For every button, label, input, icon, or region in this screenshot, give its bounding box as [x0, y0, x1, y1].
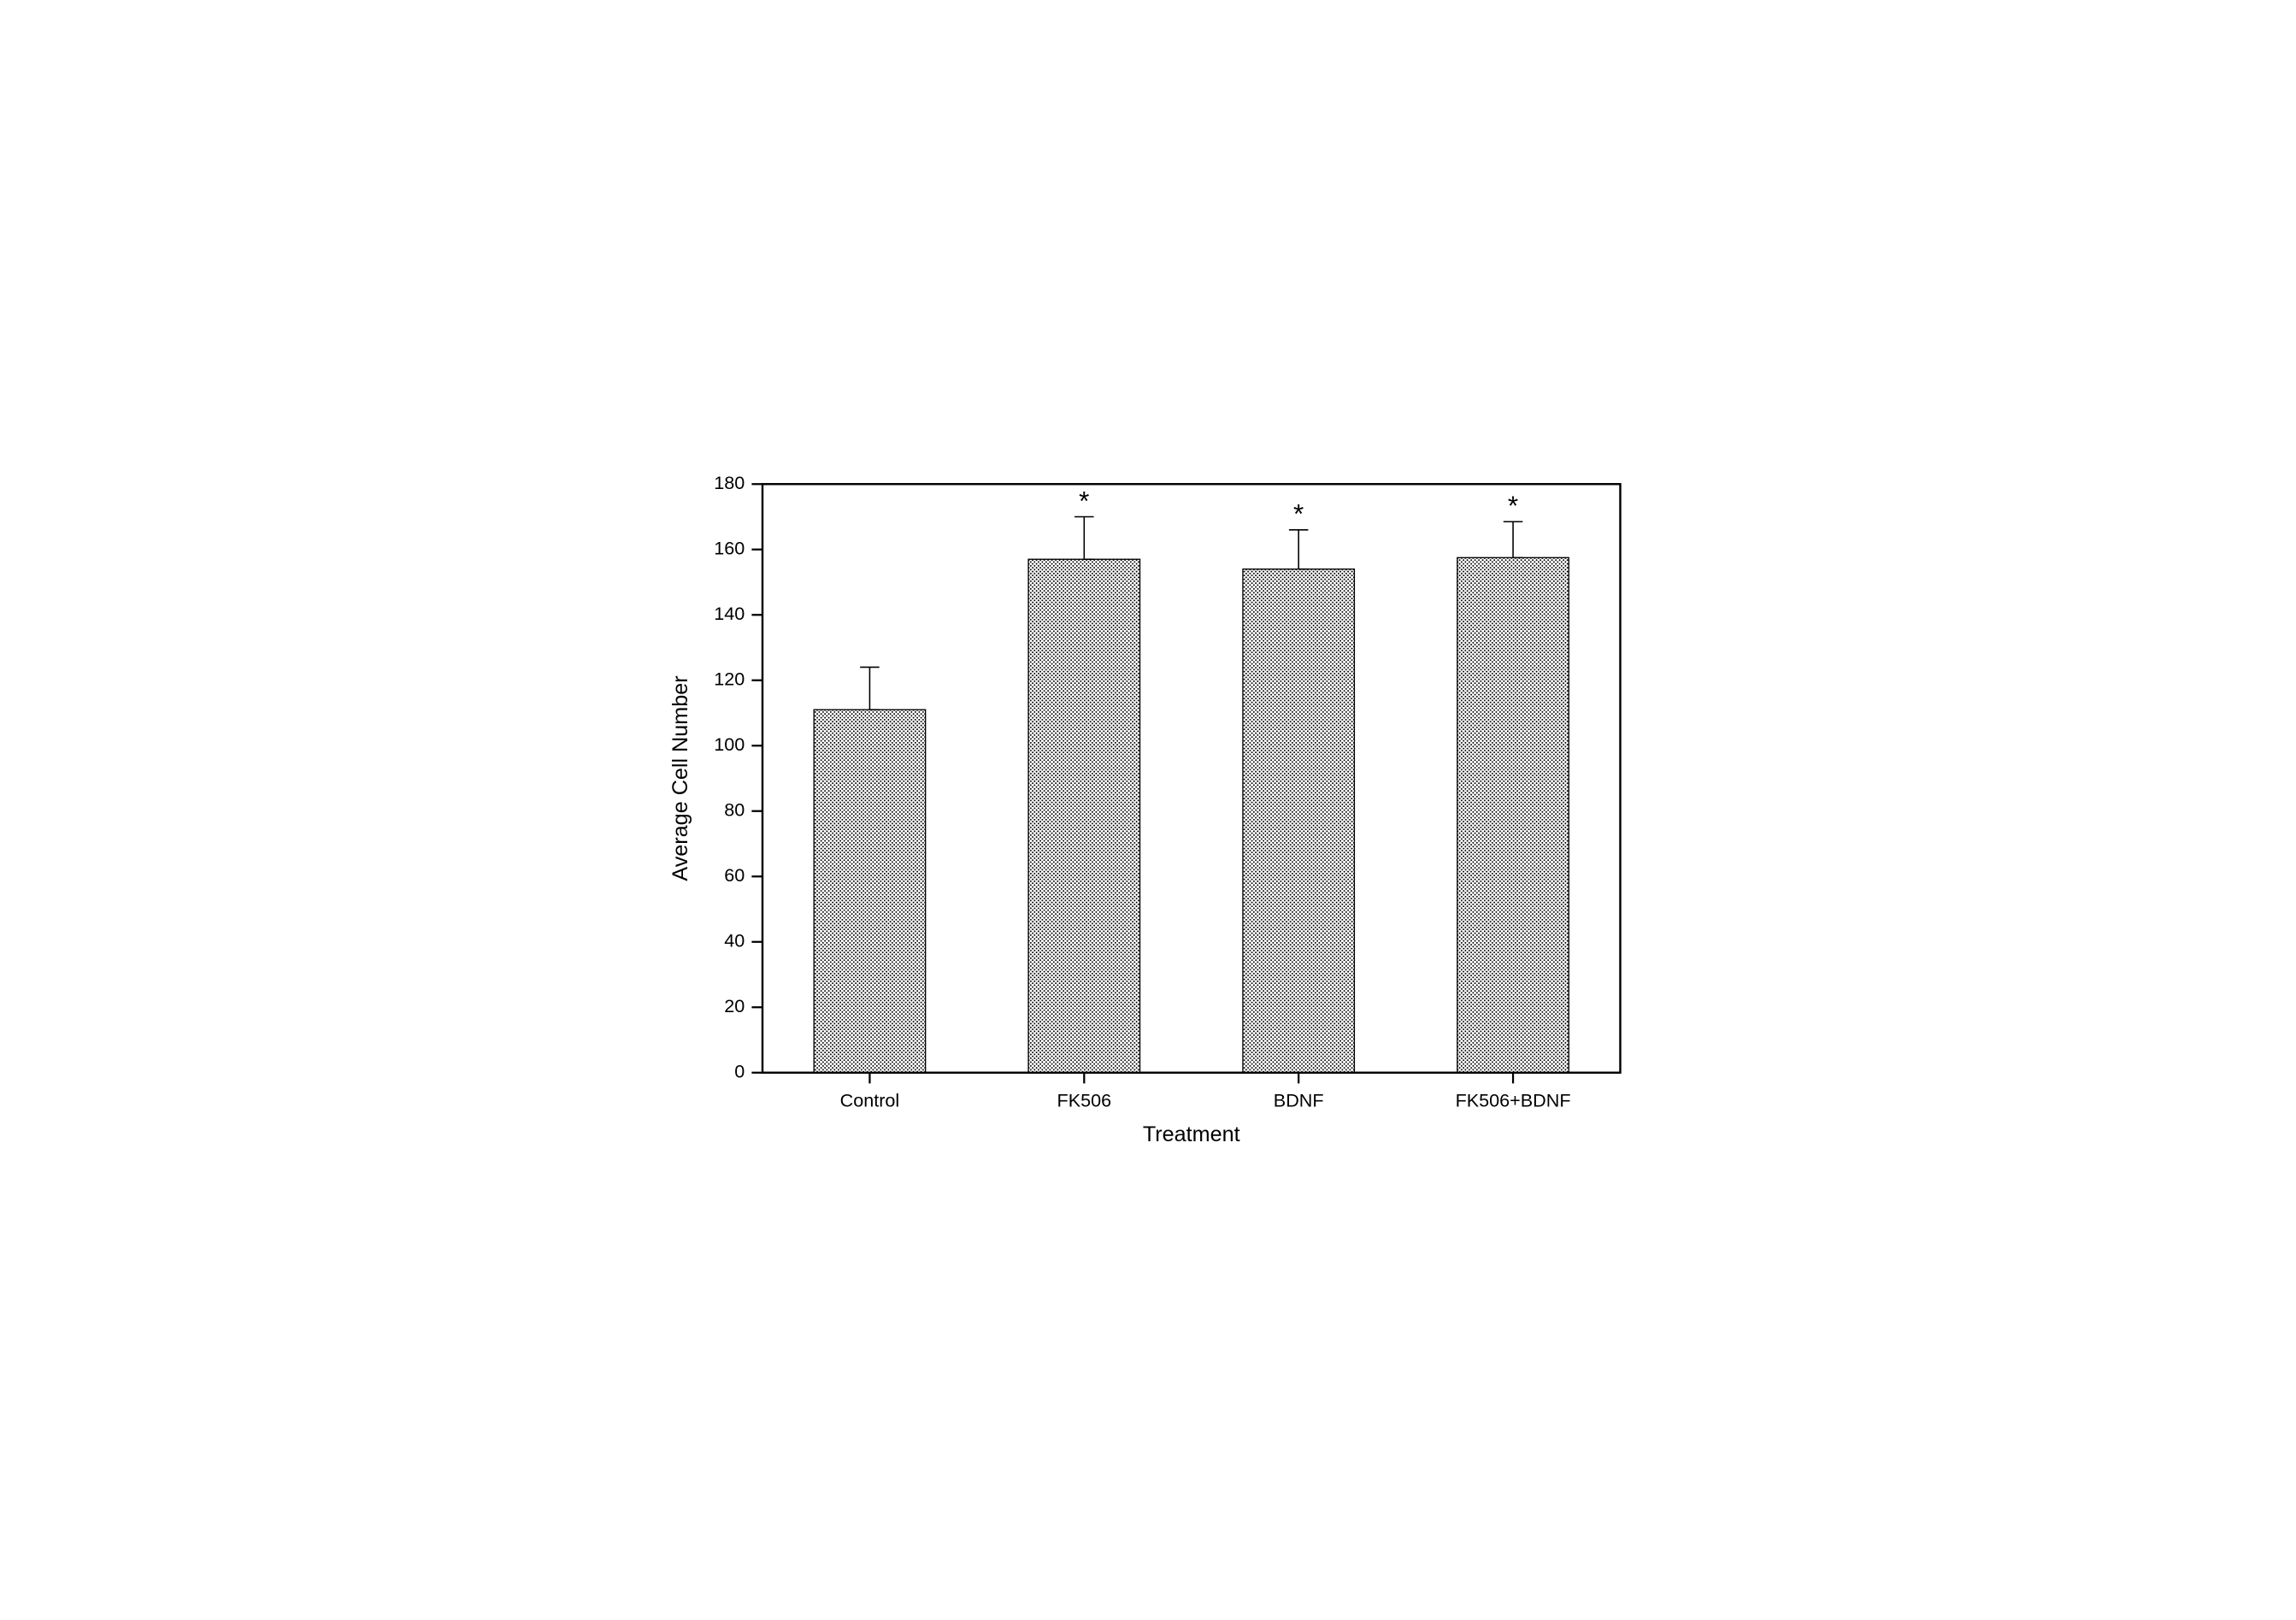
y-tick-label: 20 — [724, 995, 745, 1016]
category-label: Control — [839, 1089, 899, 1110]
y-tick-label: 0 — [734, 1060, 745, 1081]
significance-marker: * — [1293, 498, 1304, 528]
y-tick-label: 160 — [714, 537, 745, 558]
y-tick-label: 80 — [724, 798, 745, 820]
category-label: BDNF — [1273, 1089, 1323, 1110]
bar — [1028, 559, 1139, 1073]
bar-chart: 0 20 40 60 80 100 120 140 160 180 Average Cell Num… — [632, 444, 1665, 1173]
y-tick-label: 140 — [714, 603, 745, 624]
chart-container: 0 20 40 60 80 100 120 140 160 180 Average Cell Num… — [632, 444, 1665, 1177]
significance-marker: * — [1508, 490, 1518, 521]
category-label: FK506+BDNF — [1455, 1089, 1570, 1110]
x-axis-label: Treatment — [1142, 1122, 1239, 1146]
y-tick-label: 120 — [714, 668, 745, 689]
y-tick-label: 100 — [714, 733, 745, 755]
significance-marker: * — [1079, 485, 1089, 515]
y-tick-label: 40 — [724, 929, 745, 951]
category-label: FK506 — [1057, 1089, 1111, 1110]
bar — [1243, 568, 1354, 1072]
y-tick-label: 180 — [714, 472, 745, 493]
bar — [1457, 557, 1568, 1072]
y-tick-label: 60 — [724, 864, 745, 886]
y-axis-label: Average Cell Number — [668, 675, 692, 881]
bar — [814, 710, 925, 1073]
